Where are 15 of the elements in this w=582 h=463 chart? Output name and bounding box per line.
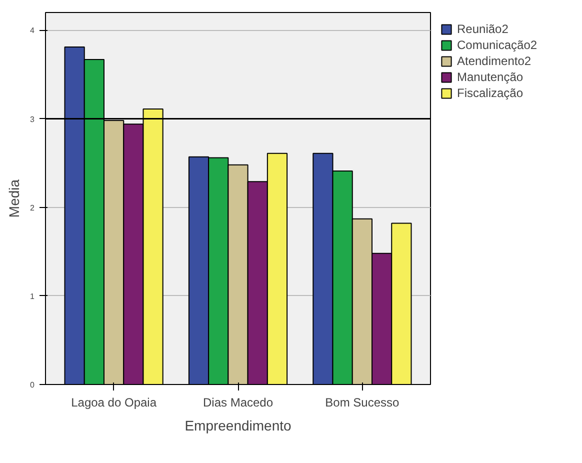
x-axis-title: Empreendimento bbox=[184, 418, 292, 434]
x-tick-label: Lagoa do Opaia bbox=[71, 396, 157, 410]
y-tick-label: 0 bbox=[30, 380, 36, 390]
y-tick-label: 2 bbox=[30, 203, 36, 212]
legend-label: Reunião2 bbox=[457, 22, 508, 36]
x-tick-label: Dias Macedo bbox=[202, 396, 274, 410]
legend-label: Fiscalização bbox=[457, 86, 524, 100]
y-tick-label: 4 bbox=[30, 26, 36, 36]
y-tick-label: 1 bbox=[30, 292, 36, 301]
legend-label: Comunicação2 bbox=[457, 38, 538, 52]
x-tick-label: Bom Sucesso bbox=[325, 396, 400, 410]
legend-label: Atendimento2 bbox=[457, 54, 532, 68]
legend-label: Manutenção bbox=[457, 70, 524, 84]
y-axis-title: Media bbox=[6, 179, 22, 218]
y-tick-label: 3 bbox=[30, 114, 36, 124]
